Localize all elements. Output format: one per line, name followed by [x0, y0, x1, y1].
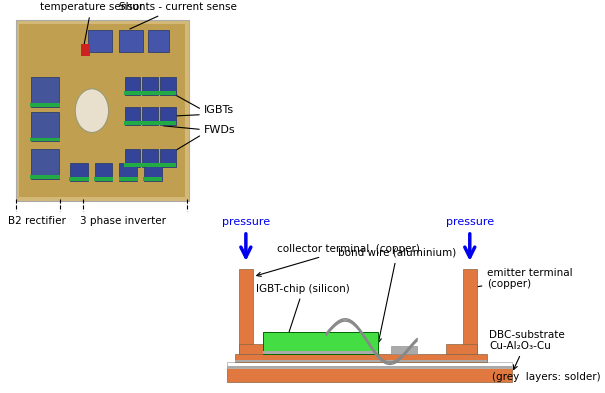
Text: pressure: pressure	[446, 217, 494, 227]
Text: DBC-substrate
Cu-Al₂O₃-Cu: DBC-substrate Cu-Al₂O₃-Cu	[489, 329, 565, 369]
Bar	[263, 332, 378, 354]
Text: emitter terminal
(copper): emitter terminal (copper)	[468, 268, 573, 290]
Bar	[159, 163, 177, 167]
Bar	[125, 149, 140, 167]
Bar	[119, 30, 143, 52]
Bar	[239, 269, 253, 354]
Text: Shunts - current sense: Shunts - current sense	[119, 2, 237, 29]
Bar	[142, 77, 158, 95]
Bar	[31, 149, 59, 179]
Bar	[160, 107, 175, 125]
Bar	[159, 91, 177, 95]
Bar	[142, 121, 159, 125]
Bar	[144, 163, 162, 181]
Bar	[148, 30, 169, 52]
Bar	[70, 163, 88, 181]
Bar	[31, 112, 59, 141]
Bar	[143, 177, 163, 181]
Bar	[226, 362, 512, 368]
Bar	[263, 351, 378, 354]
Bar	[31, 77, 59, 107]
Bar	[125, 107, 140, 125]
Bar	[226, 366, 512, 368]
Bar	[239, 344, 270, 354]
Bar	[125, 77, 140, 95]
Text: pressure: pressure	[222, 217, 270, 227]
Text: IGBTs: IGBTs	[204, 105, 234, 115]
Text: 3 phase inverter: 3 phase inverter	[80, 216, 166, 226]
Bar	[142, 107, 158, 125]
Bar	[88, 30, 113, 52]
Bar	[124, 121, 142, 125]
Bar	[19, 24, 185, 197]
Bar	[159, 121, 177, 125]
Bar	[235, 354, 488, 362]
Bar	[81, 44, 90, 56]
Bar	[30, 138, 60, 141]
Bar	[463, 269, 477, 354]
Bar	[235, 360, 488, 362]
Bar	[142, 149, 158, 167]
Bar	[30, 103, 60, 107]
Bar	[119, 177, 138, 181]
Bar	[70, 177, 89, 181]
Text: FWDs: FWDs	[204, 125, 235, 134]
Bar	[160, 149, 175, 167]
Text: collector terminal  (copper): collector terminal (copper)	[257, 244, 419, 276]
Bar	[142, 163, 159, 167]
Bar	[30, 175, 60, 179]
Text: temperature sensor: temperature sensor	[39, 2, 143, 45]
Bar	[160, 77, 175, 95]
Bar	[391, 346, 417, 354]
Bar	[16, 20, 189, 201]
Bar	[94, 177, 113, 181]
Bar	[124, 91, 142, 95]
Bar	[142, 91, 159, 95]
Ellipse shape	[75, 89, 109, 132]
Text: B2 rectifier: B2 rectifier	[8, 216, 66, 226]
Text: IGBT-chip (silicon): IGBT-chip (silicon)	[257, 284, 350, 340]
Text: (grey  layers: solder): (grey layers: solder)	[492, 372, 600, 382]
Text: bond wire (aluminium): bond wire (aluminium)	[338, 248, 456, 342]
Bar	[124, 163, 142, 167]
Bar	[95, 163, 113, 181]
Bar	[446, 344, 477, 354]
Bar	[119, 163, 137, 181]
Bar	[226, 368, 512, 382]
